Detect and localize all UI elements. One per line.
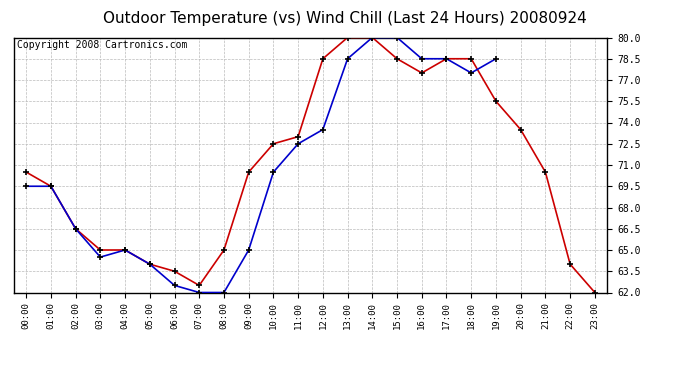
Text: Copyright 2008 Cartronics.com: Copyright 2008 Cartronics.com [17,40,187,50]
Text: Outdoor Temperature (vs) Wind Chill (Last 24 Hours) 20080924: Outdoor Temperature (vs) Wind Chill (Las… [103,11,587,26]
